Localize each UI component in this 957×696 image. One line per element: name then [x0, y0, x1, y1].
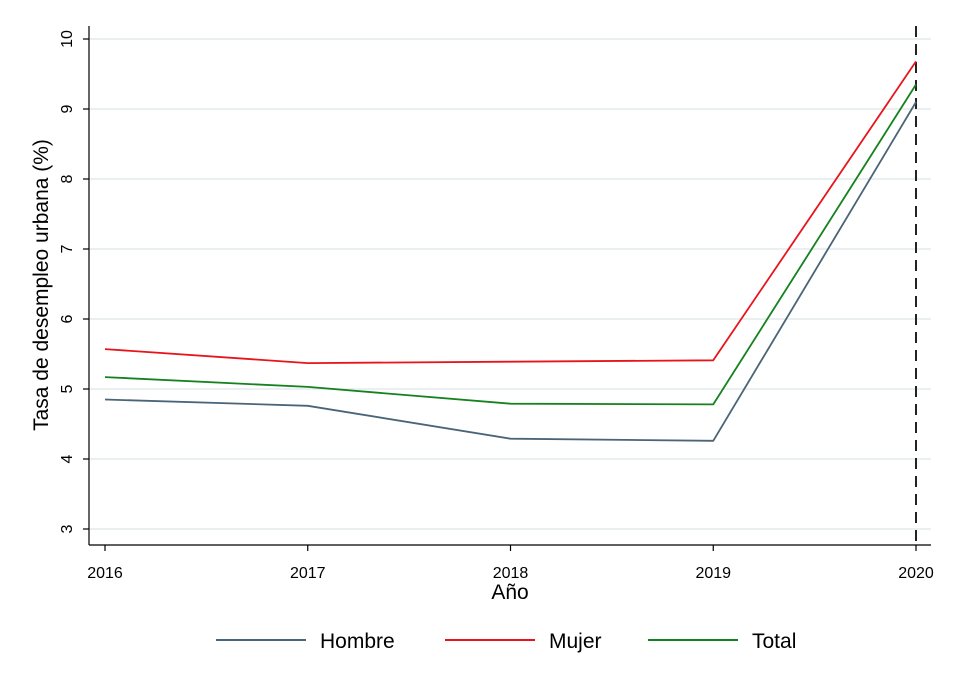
x-tick-label: 2017 — [290, 565, 326, 582]
series-line-total — [104, 84, 917, 406]
series-layer — [104, 60, 917, 442]
y-tick-label: 3 — [59, 524, 76, 533]
axes — [88, 26, 931, 546]
series-line-mujer — [104, 60, 917, 365]
y-axis-title: Tasa de desempleo urbana (%) — [30, 139, 53, 431]
y-tick-label: 10 — [59, 30, 76, 48]
y-tick-label: 9 — [59, 104, 76, 113]
y-tick-label: 4 — [59, 454, 76, 463]
legend-label-total: Total — [752, 630, 796, 653]
x-tick-label: 2018 — [493, 565, 529, 582]
y-tick-label: 5 — [59, 384, 76, 393]
legend: Hombre Mujer Total — [216, 630, 796, 653]
x-tick-label: 2016 — [87, 565, 123, 582]
y-tick-label: 7 — [59, 244, 76, 253]
y-ticks: 3 4 5 6 7 8 9 10 — [59, 30, 89, 533]
x-tick-label: 2020 — [898, 565, 934, 582]
grid-lines — [89, 38, 931, 530]
x-axis-title: Año — [491, 581, 528, 604]
y-tick-label: 8 — [59, 174, 76, 183]
series-line-hombre — [104, 101, 917, 442]
x-tick-label: 2019 — [695, 565, 731, 582]
x-ticks: 2016 2017 2018 2019 2020 — [87, 545, 934, 582]
legend-label-mujer: Mujer — [549, 630, 602, 653]
legend-label-hombre: Hombre — [320, 630, 395, 653]
y-tick-label: 6 — [59, 314, 76, 323]
